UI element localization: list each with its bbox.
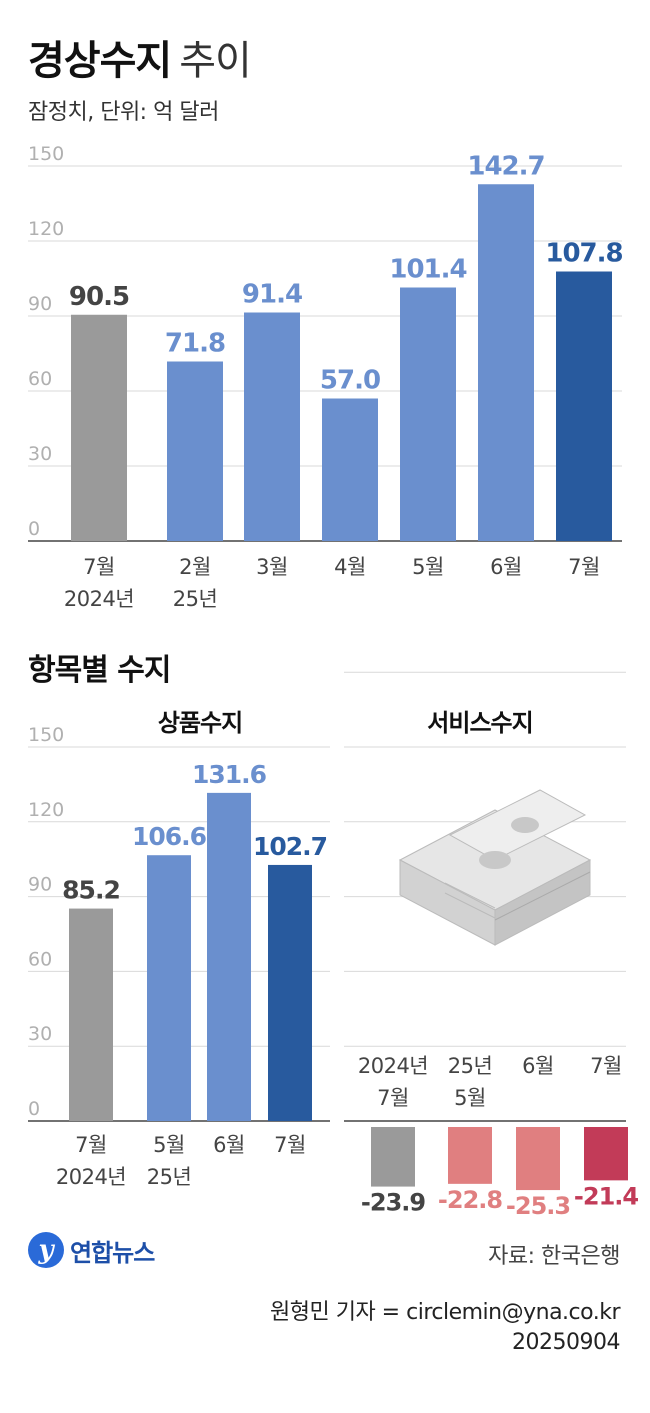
section-title: 항목별 수지: [28, 653, 171, 688]
y-tick-label: 30: [28, 1023, 52, 1045]
bar: [71, 314, 127, 541]
bar: [268, 864, 312, 1121]
category-label: 6월: [213, 1133, 245, 1157]
bar: [584, 1127, 628, 1181]
category-label: 7월: [377, 1086, 409, 1110]
category-label: 2월: [179, 555, 211, 579]
bar: [478, 184, 534, 541]
category-label: 5월: [153, 1133, 185, 1157]
category-label: 4월: [334, 555, 366, 579]
y-tick-label: 90: [28, 874, 52, 896]
yonhap-mark-icon: y: [28, 1232, 64, 1268]
source-note: 자료: 한국은행: [488, 1244, 620, 1269]
category-label: 25년: [173, 587, 218, 611]
bar: [400, 287, 456, 541]
bar-value-label: 102.7: [253, 832, 327, 861]
bar-value-label: 90.5: [69, 282, 129, 312]
bar-value-label: 91.4: [242, 280, 302, 310]
bar: [244, 312, 300, 541]
y-tick-label: 60: [28, 368, 52, 390]
y-tick-label: 120: [28, 218, 64, 240]
bar: [322, 398, 378, 541]
category-label: 25년: [448, 1054, 493, 1078]
bar: [69, 908, 113, 1121]
services-balance-chart: -23.9 2024년 7월 -22.8 25년 5월 -25.3 6월 -21.4 7월: [344, 671, 639, 1220]
bar: [448, 1127, 492, 1184]
bar-value-label: 57.0: [320, 366, 380, 396]
yonhap-logo: y 연합뉴스: [28, 1232, 155, 1268]
goods-balance-chart: 0 30 60 90 120 150 85.2 7월 2024년 106.6 5월 25년 131.6 6…: [28, 724, 330, 1189]
category-label: 25년: [147, 1165, 192, 1189]
bar-value-label: 142.7: [467, 151, 544, 181]
category-label: 2024년: [358, 1054, 428, 1078]
category-label: 2024년: [64, 587, 134, 611]
bar: [207, 792, 251, 1121]
y-tick-label: 30: [28, 443, 52, 465]
bar-value-label: 85.2: [62, 876, 120, 905]
bar: [147, 855, 191, 1121]
bar-value-label: -23.9: [361, 1189, 425, 1217]
bar-value-label: 101.4: [389, 255, 466, 285]
y-tick-label: 60: [28, 948, 52, 970]
category-label: 2024년: [56, 1165, 126, 1189]
y-tick-label: 0: [28, 518, 40, 540]
y-tick-label: 0: [28, 1098, 40, 1120]
page-title: 경상수지 추이: [28, 38, 252, 84]
category-label: 7월: [568, 555, 600, 579]
category-label: 7월: [590, 1054, 622, 1078]
page-subtitle: 잠정치, 단위: 억 달러: [28, 100, 219, 125]
category-label: 7월: [75, 1133, 107, 1157]
category-label: 7월: [83, 555, 115, 579]
bar: [516, 1127, 560, 1191]
category-label: 3월: [256, 555, 288, 579]
y-tick-label: 90: [28, 293, 52, 315]
y-tick-label: 150: [28, 143, 64, 165]
y-tick-label: 120: [28, 799, 64, 821]
credit-reporter: 원형민 기자 = circlemin@yna.co.kr: [270, 1300, 621, 1325]
bar-value-label: 131.6: [192, 760, 267, 789]
bar-value-label: -25.3: [506, 1192, 570, 1220]
category-label: 5월: [454, 1086, 486, 1110]
category-label: 6월: [522, 1054, 554, 1078]
bar-value-label: -22.8: [438, 1186, 502, 1214]
current-account-chart: 0 30 60 90 120 150 90.5 7월 2024년 71.8 2월 25년 91.4 3월 5…: [28, 143, 624, 611]
bar: [167, 361, 223, 541]
bar-value-label: 106.6: [132, 822, 207, 851]
y-tick-label: 150: [28, 724, 64, 746]
bar-value-label: -21.4: [574, 1182, 638, 1210]
bar: [556, 271, 612, 541]
services-panel-title: 서비스수지: [427, 709, 533, 737]
bar-value-label: 107.8: [545, 239, 622, 269]
category-label: 5월: [412, 555, 444, 579]
credit: 원형민 기자 = circlemin@yna.co.kr 20250904: [270, 1298, 621, 1358]
bar-value-label: 71.8: [165, 329, 225, 359]
goods-panel-title: 상품수지: [157, 709, 243, 737]
bar: [371, 1127, 415, 1187]
yonhap-name: 연합뉴스: [70, 1238, 155, 1267]
credit-date: 20250904: [512, 1330, 620, 1355]
category-label: 6월: [490, 555, 522, 579]
category-label: 7월: [274, 1133, 306, 1157]
